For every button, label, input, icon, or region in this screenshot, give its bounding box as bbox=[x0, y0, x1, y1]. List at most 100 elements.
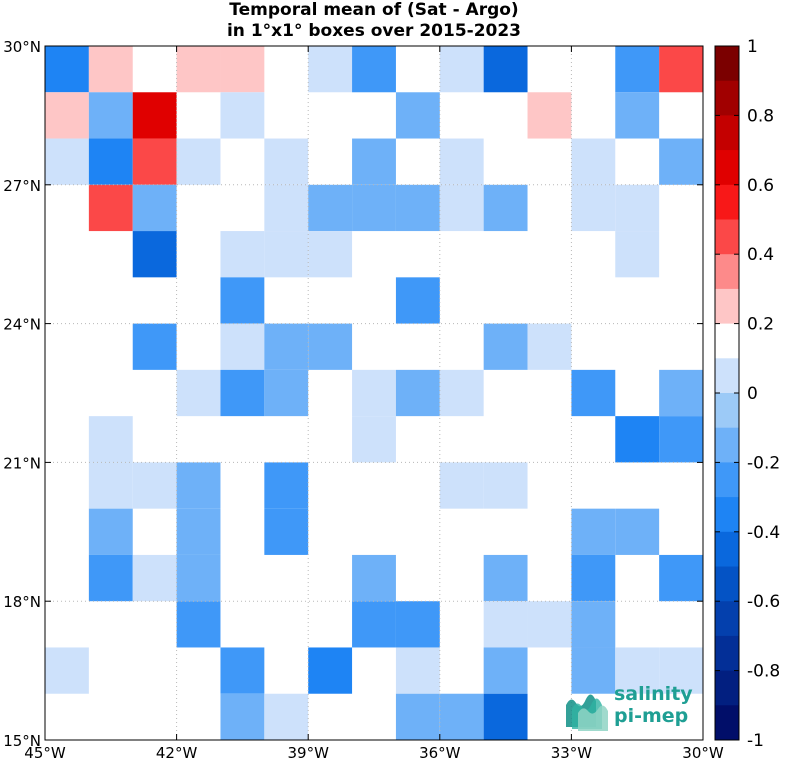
heatmap-cell bbox=[439, 462, 484, 509]
colorbar-tick-label: 0.8 bbox=[747, 106, 774, 126]
heatmap-cell bbox=[483, 184, 528, 232]
heatmap-cell bbox=[659, 369, 703, 417]
y-tick-label: 21°N bbox=[3, 454, 41, 472]
heatmap-cell bbox=[132, 92, 177, 139]
colorbar-tick-label: -1 bbox=[747, 731, 764, 751]
heatmap-cell bbox=[88, 92, 133, 139]
heatmap-cell bbox=[395, 693, 440, 740]
heatmap-cell bbox=[439, 138, 484, 185]
heatmap-cell bbox=[571, 369, 616, 417]
heatmap-cell bbox=[527, 92, 572, 139]
colorbar-segment bbox=[715, 323, 739, 359]
heatmap-cell bbox=[615, 92, 660, 139]
colorbar-tick-label: 0.2 bbox=[747, 315, 774, 335]
heatmap-cell bbox=[132, 323, 177, 370]
heatmap-cell bbox=[88, 462, 133, 509]
heatmap-cell bbox=[615, 416, 660, 463]
heatmap-cell bbox=[176, 601, 221, 648]
heatmap-cell bbox=[571, 508, 616, 555]
heatmap-cell bbox=[483, 601, 528, 648]
x-tick-label: 45°W bbox=[24, 744, 66, 762]
axis-ticks: 45°W 42°W 39°W 36°W 33°W 30°W 15°N 18°N 21°N 24°N… bbox=[3, 38, 724, 762]
heatmap-cell bbox=[220, 693, 265, 740]
colorbar-segment bbox=[715, 46, 739, 82]
heatmap-cell bbox=[264, 138, 309, 185]
colorbar: 1 0.8 0.6 0.4 0.2 0 -0.2 -0.4 -0.6 -0.8 -1 bbox=[714, 37, 780, 751]
heatmap-cell bbox=[132, 462, 177, 509]
heatmap-cell bbox=[571, 138, 616, 185]
heatmap-cell bbox=[264, 184, 309, 232]
heatmap-cell bbox=[615, 231, 660, 278]
heatmap-cell bbox=[176, 138, 221, 185]
heatmap-cell bbox=[439, 693, 484, 740]
colorbar-segment bbox=[715, 635, 739, 672]
heatmap-cell bbox=[571, 554, 616, 602]
colorbar-segment bbox=[715, 601, 739, 637]
colorbar-segment bbox=[715, 358, 739, 394]
salinity-pi-mep-logo: salinity pi-mep bbox=[562, 683, 702, 733]
plot-frame bbox=[44, 45, 704, 741]
x-tick-label: 39°W bbox=[287, 744, 329, 762]
heatmap-cell bbox=[352, 601, 396, 648]
heatmap-cell bbox=[220, 647, 265, 694]
heatmap-cell bbox=[571, 184, 616, 232]
heatmap-cell bbox=[439, 46, 484, 93]
x-tick-label: 30°W bbox=[682, 744, 724, 762]
heatmap-cell bbox=[176, 508, 221, 555]
heatmap-cell bbox=[483, 462, 528, 509]
colorbar-segment bbox=[715, 184, 739, 220]
y-tick-label: 27°N bbox=[3, 177, 41, 195]
heatmap-cell bbox=[571, 601, 616, 648]
heatmap-cell bbox=[308, 647, 353, 694]
colorbar-segment bbox=[715, 254, 739, 290]
heatmap-cell bbox=[395, 277, 440, 324]
heatmap-cell bbox=[483, 647, 528, 694]
wave-icon bbox=[566, 694, 608, 731]
colorbar-segment bbox=[715, 219, 739, 255]
y-tick-label: 24°N bbox=[3, 316, 41, 334]
heatmap-cell bbox=[176, 462, 221, 509]
colorbar-tick-label: -0.2 bbox=[747, 453, 780, 473]
heatmap-cells bbox=[45, 46, 703, 740]
heatmap-cell bbox=[88, 184, 133, 232]
colorbar-segment bbox=[715, 462, 739, 498]
heatmap-cell bbox=[264, 462, 309, 509]
heatmap-cell bbox=[615, 647, 660, 694]
heatmap-cell bbox=[483, 554, 528, 602]
heatmap-cell bbox=[395, 184, 440, 232]
heatmap-cell bbox=[659, 138, 703, 185]
heatmap-cell bbox=[352, 554, 396, 602]
heatmap-cell bbox=[483, 693, 528, 740]
heatmap-cell bbox=[176, 46, 221, 93]
heatmap-cell bbox=[220, 277, 265, 324]
heatmap-cell bbox=[659, 554, 703, 602]
logo-text-pi-mep: pi-mep bbox=[614, 705, 689, 727]
heatmap-cell bbox=[615, 184, 660, 232]
heatmap-cell bbox=[88, 416, 133, 463]
heatmap-cell bbox=[45, 46, 89, 93]
heatmap-cell bbox=[132, 231, 177, 278]
chart-title: Temporal mean of (Sat - Argo) bbox=[229, 0, 519, 20]
x-tick-label: 36°W bbox=[419, 744, 461, 762]
heatmap-cell bbox=[395, 647, 440, 694]
heatmap-cell bbox=[395, 601, 440, 648]
colorbar-tick-label: 0 bbox=[747, 384, 758, 404]
heatmap-cell bbox=[220, 323, 265, 370]
heatmap-cell bbox=[264, 693, 309, 740]
heatmap-cell bbox=[352, 46, 396, 93]
colorbar-segment bbox=[715, 80, 739, 116]
heatmap-cell bbox=[527, 601, 572, 648]
heatmap-cell bbox=[308, 323, 353, 370]
colorbar-segment bbox=[715, 393, 739, 429]
x-tick-label: 42°W bbox=[156, 744, 198, 762]
heatmap-cell bbox=[483, 46, 528, 93]
heatmap-cell bbox=[132, 138, 177, 185]
x-tick-label: 33°W bbox=[551, 744, 593, 762]
heatmap-cell bbox=[571, 647, 616, 694]
colorbar-segment bbox=[715, 531, 739, 567]
colorbar-segment bbox=[715, 566, 739, 602]
heatmap-cell bbox=[527, 323, 572, 370]
heatmap-cell bbox=[264, 231, 309, 278]
colorbar-segment bbox=[715, 427, 739, 463]
heatmap-cell bbox=[264, 508, 309, 555]
